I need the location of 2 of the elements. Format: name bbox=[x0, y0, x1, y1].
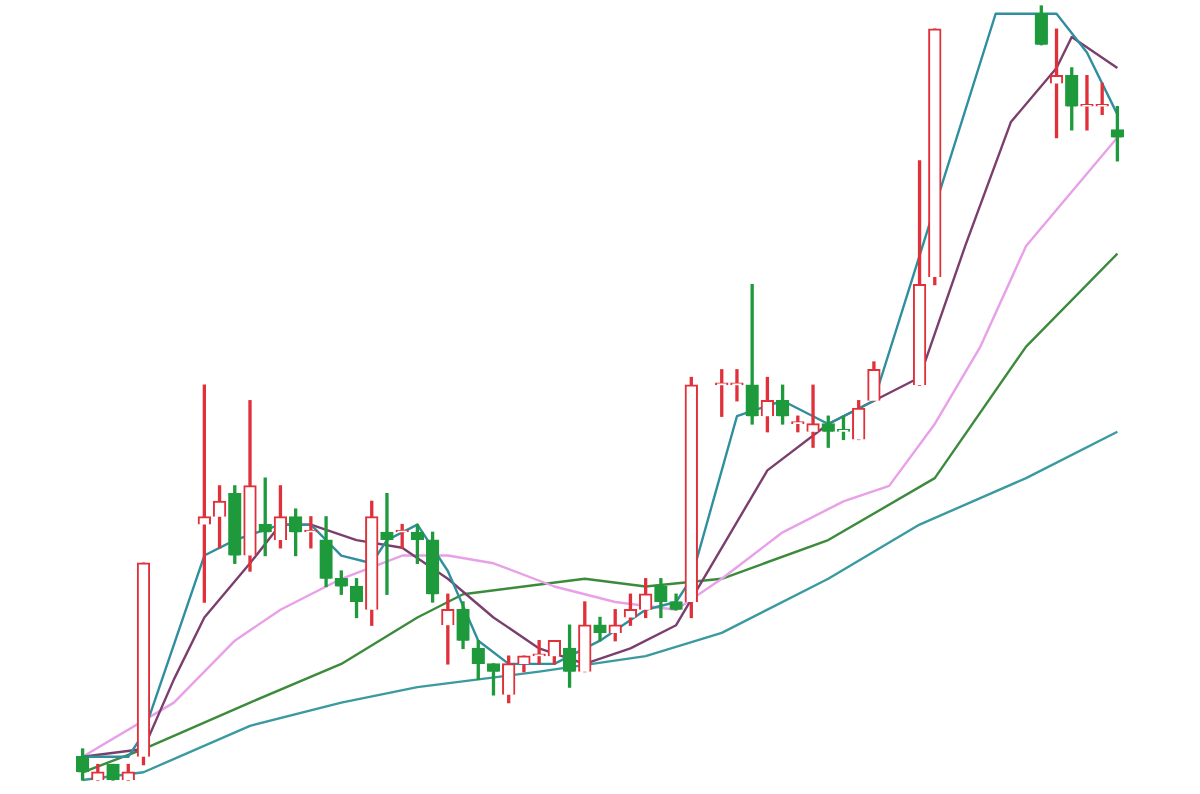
candlestick bbox=[380, 492, 394, 595]
candlestick bbox=[806, 384, 820, 448]
